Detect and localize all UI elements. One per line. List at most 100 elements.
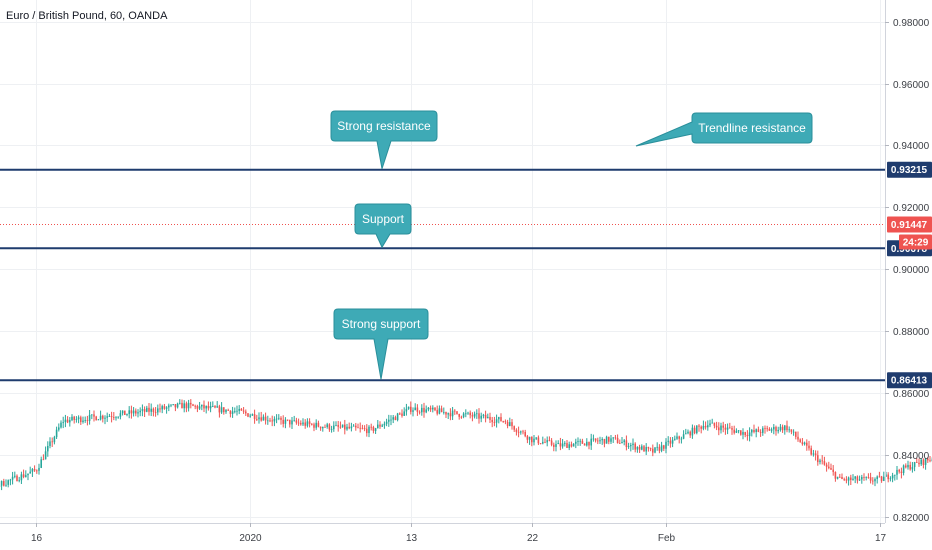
candle-body xyxy=(601,439,603,441)
candle-body xyxy=(682,434,685,439)
candle-body xyxy=(396,413,399,421)
candle-body xyxy=(326,424,328,428)
candle-body xyxy=(702,425,705,429)
candle-body xyxy=(363,428,366,430)
candle-body xyxy=(93,414,95,417)
time-axis[interactable]: 1620201322Feb17Mar16Apr1322 xyxy=(31,523,932,544)
candle-body xyxy=(724,427,727,430)
candle-body xyxy=(621,442,623,444)
candle-body xyxy=(623,440,625,443)
candle-body xyxy=(308,421,311,424)
candle-body xyxy=(817,455,819,463)
horizontal-levels[interactable] xyxy=(0,168,885,382)
candle-body xyxy=(185,403,188,409)
callout-label: Trendline resistance xyxy=(698,121,806,135)
candle-body xyxy=(300,423,302,425)
candle-body xyxy=(381,425,383,427)
candle-body xyxy=(476,413,478,415)
candle-body xyxy=(513,426,515,430)
candle-body xyxy=(889,478,892,480)
candle-body xyxy=(537,437,540,444)
candle-body xyxy=(18,480,20,482)
candle-body xyxy=(687,431,689,434)
candle-body xyxy=(874,479,876,482)
candle-body xyxy=(729,427,731,429)
candle-body xyxy=(744,432,746,436)
price-axis[interactable]: 0.82000 0.84000 0.86000 0.88000 0.90000 0.920… xyxy=(885,18,930,524)
candle-body xyxy=(392,417,394,420)
candle-body xyxy=(839,476,841,478)
candle-body xyxy=(352,425,355,427)
candle-body xyxy=(902,465,905,473)
y-tick-label: 0.90000 xyxy=(893,265,930,276)
candle-body xyxy=(137,412,139,414)
candle-body xyxy=(366,428,368,434)
callout-annotations[interactable]: Strong resistance Support Strong support Tr… xyxy=(330,110,813,380)
candle-body xyxy=(867,477,870,478)
candle-body xyxy=(42,459,45,461)
candle-body xyxy=(645,447,647,452)
level-price-tag-bg xyxy=(887,372,932,389)
y-tick-label: 0.88000 xyxy=(893,327,930,338)
candle-body xyxy=(733,429,735,433)
candle-body xyxy=(810,448,812,455)
candle-body xyxy=(766,428,768,430)
callout-trendline-resistance[interactable]: Trendline resistance xyxy=(635,112,813,147)
candle-body xyxy=(786,425,788,431)
candle-body xyxy=(924,458,927,465)
candle-body xyxy=(887,474,889,480)
callout-strong-support[interactable]: Strong support xyxy=(333,308,429,380)
candlestick-series xyxy=(0,399,932,491)
candle-body xyxy=(62,422,64,423)
candle-body xyxy=(927,458,929,461)
current-price-tag-bg xyxy=(887,216,932,233)
candle-body xyxy=(267,420,269,422)
drawing-overlays[interactable] xyxy=(0,115,932,378)
candle-body xyxy=(209,406,212,409)
candle-body xyxy=(575,441,577,444)
candle-body xyxy=(550,440,553,445)
candle-body xyxy=(359,427,361,429)
candle-body xyxy=(500,417,502,422)
candle-body xyxy=(665,441,667,449)
callout-label: Support xyxy=(362,212,405,226)
candle-body xyxy=(836,476,839,479)
y-tick-label: 0.92000 xyxy=(893,203,930,214)
x-tick-label: 17 xyxy=(875,533,887,544)
callout-support[interactable]: Support xyxy=(354,203,412,249)
candle-body xyxy=(775,426,777,432)
candle-body xyxy=(313,424,315,428)
candle-body xyxy=(66,419,69,423)
candle-body xyxy=(788,429,790,431)
candle-body xyxy=(718,427,720,431)
candle-body xyxy=(322,426,324,429)
candle-body xyxy=(165,407,168,409)
callout-strong-resistance[interactable]: Strong resistance xyxy=(330,110,438,169)
candle-body xyxy=(302,422,304,425)
callout-label: Strong support xyxy=(342,317,421,331)
x-tick-label: 16 xyxy=(31,533,43,544)
candle-body xyxy=(159,408,161,410)
candle-body xyxy=(146,407,148,412)
candle-body xyxy=(553,444,555,447)
candle-body xyxy=(75,419,78,420)
candle-body xyxy=(91,414,93,416)
candle-body xyxy=(515,429,518,432)
candle-body xyxy=(33,469,36,471)
candle-body xyxy=(370,426,372,428)
candle-body xyxy=(355,425,357,428)
candle-body xyxy=(295,420,298,423)
y-tick-label: 0.86000 xyxy=(893,389,930,400)
candle-body xyxy=(22,474,25,477)
candle-body xyxy=(64,419,67,423)
candle-body xyxy=(460,416,463,418)
candle-body xyxy=(304,422,306,426)
candle-body xyxy=(830,468,832,470)
candle-body xyxy=(663,445,665,449)
candle-body xyxy=(581,440,584,444)
candle-body xyxy=(53,437,56,443)
candle-body xyxy=(524,431,526,437)
candle-body xyxy=(249,415,251,417)
candle-body xyxy=(436,410,438,414)
